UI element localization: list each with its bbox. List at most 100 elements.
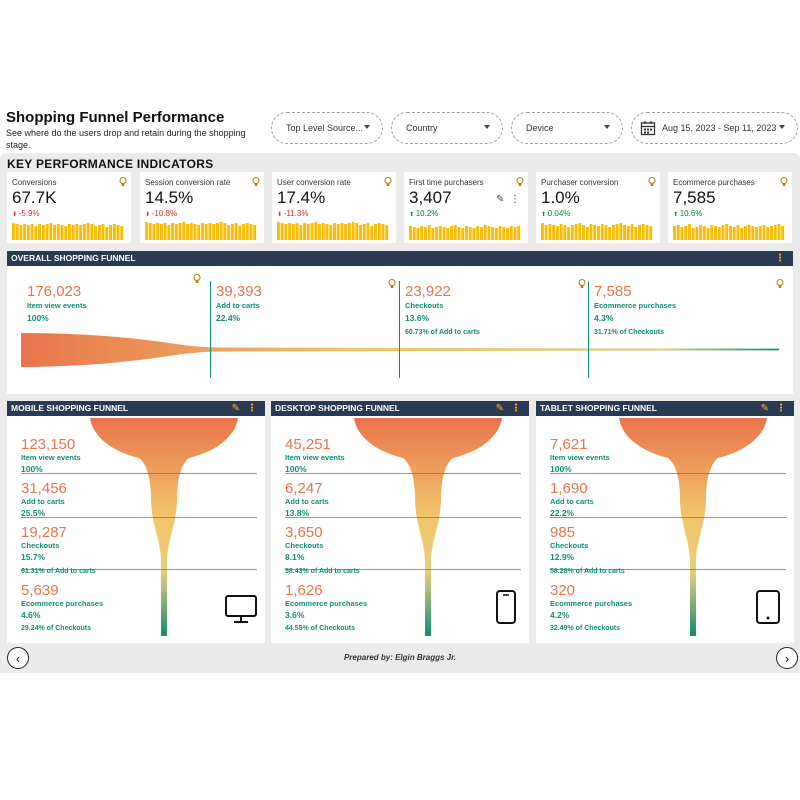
source-filter-dropdown[interactable]: Top Level Source... <box>271 112 383 144</box>
previous-page-button[interactable]: ‹ <box>7 647 29 669</box>
spark-bar <box>318 224 321 240</box>
report-header: Shopping Funnel Performance See where do… <box>0 105 800 155</box>
spark-bar <box>336 224 340 240</box>
spark-bar <box>468 227 472 240</box>
spark-bar <box>420 226 424 240</box>
spark-bar <box>491 227 495 240</box>
spark-bar <box>479 227 483 240</box>
spark-bar <box>604 225 608 240</box>
spark-bar <box>777 224 781 240</box>
stage-value: 176,023 <box>27 283 82 300</box>
device-stage: 123,150 Item view events 100% <box>21 436 81 474</box>
spark-bar <box>90 224 94 240</box>
chevron-down-icon <box>604 125 610 129</box>
lightbulb-icon[interactable] <box>388 279 396 289</box>
stage-value: 39,393 <box>216 283 262 300</box>
card-tools: ✎ ⋮ <box>496 194 520 205</box>
spark-bar <box>34 226 38 240</box>
stage-label: Checkouts <box>21 541 60 550</box>
lightbulb-icon[interactable] <box>578 279 586 289</box>
kpi-label: Conversions <box>12 178 57 187</box>
spark-bar <box>105 227 109 240</box>
spark-bar <box>355 223 359 240</box>
spark-bar <box>238 226 242 240</box>
device-funnel-header: DESKTOP SHOPPING FUNNEL ✎ ⋮ <box>271 401 529 416</box>
spark-bar <box>453 225 457 240</box>
trend-down-icon: ⬇ <box>145 212 152 218</box>
spark-bar <box>23 224 27 240</box>
spark-bar <box>431 228 435 240</box>
lightbulb-icon[interactable] <box>780 177 788 187</box>
lightbulb-icon[interactable] <box>516 177 524 187</box>
stage-value: 1,690 <box>550 480 588 497</box>
stage-conversion: 31.71% of Checkouts <box>594 329 665 336</box>
spark-bar <box>649 226 653 240</box>
spark-bar <box>19 225 23 240</box>
spark-bar <box>751 226 755 240</box>
kpi-value: 7,585 <box>673 188 716 207</box>
chevron-down-icon <box>364 125 370 129</box>
kpi-card: First time purchasers 3,407 ⬆ 10.2% ✎ ⋮ <box>404 172 528 243</box>
edit-pencil-icon[interactable]: ✎ <box>231 403 240 414</box>
stage-label: Checkouts <box>285 541 324 550</box>
more-options-icon[interactable]: ⋮ <box>775 253 785 264</box>
lightbulb-icon[interactable] <box>384 177 392 187</box>
spark-bar <box>377 223 381 240</box>
spark-bar <box>253 225 257 240</box>
device-funnel-shape <box>354 418 502 636</box>
more-options-icon[interactable]: ⋮ <box>510 194 520 205</box>
lightbulb-icon[interactable] <box>776 279 784 289</box>
spark-bar <box>630 224 634 240</box>
spark-bar <box>563 225 567 240</box>
spark-bar <box>589 224 593 240</box>
spark-bar <box>755 227 759 240</box>
spark-bar <box>638 225 641 240</box>
lightbulb-icon[interactable] <box>119 177 127 187</box>
spark-bar <box>56 224 60 240</box>
spark-bar <box>513 227 517 240</box>
next-page-button[interactable]: › <box>776 647 798 669</box>
prepared-by-text: Prepared by: Elgin Braggs Jr. <box>343 653 457 662</box>
spark-bar <box>340 223 344 240</box>
edit-pencil-icon[interactable]: ✎ <box>760 403 769 414</box>
spark-bar <box>548 224 552 240</box>
more-options-icon[interactable]: ⋮ <box>511 403 521 414</box>
device-stage: 6,247 Add to carts 13.8% <box>285 480 329 518</box>
spark-bar <box>359 225 363 240</box>
device-stage: 31,456 Add to carts 25.5% <box>21 480 67 518</box>
spark-bar <box>691 228 695 240</box>
spark-bar <box>249 224 253 240</box>
edit-pencil-icon[interactable]: ✎ <box>495 403 504 414</box>
trend-down-icon: ⬇ <box>277 212 284 218</box>
kpi-card: Conversions 67.7K ⬇ -5.9% <box>7 172 131 243</box>
spark-bar <box>498 226 502 240</box>
stage-label: Ecommerce purchases <box>594 301 677 310</box>
spark-bar <box>706 228 710 240</box>
lightbulb-icon[interactable] <box>252 177 260 187</box>
spark-bar <box>189 223 193 240</box>
stage-divider <box>285 569 521 570</box>
kpi-label: Purchaser conversion <box>541 178 619 187</box>
kpi-delta-value: -5.9% <box>18 209 40 218</box>
spark-bar <box>427 225 431 240</box>
more-options-icon[interactable]: ⋮ <box>247 403 257 414</box>
device-stage: 3,650 Checkouts 8.1% 58.43% of Add to carts <box>285 524 360 575</box>
kpi-sparkbar-chart <box>12 223 124 240</box>
kpi-value: 3,407 <box>409 188 452 207</box>
spark-bar <box>26 225 30 240</box>
spark-bar <box>725 224 729 240</box>
spark-bar <box>766 227 770 240</box>
spark-bar <box>219 222 223 240</box>
spark-bar <box>385 225 389 240</box>
lightbulb-icon[interactable] <box>193 274 201 284</box>
country-filter-dropdown[interactable]: Country <box>391 112 503 144</box>
date-range-picker[interactable]: Aug 15, 2023 - Sep 11, 2023 <box>631 112 798 144</box>
more-options-icon[interactable]: ⋮ <box>776 403 786 414</box>
edit-pencil-icon[interactable]: ✎ <box>496 194 505 205</box>
device-filter-dropdown[interactable]: Device <box>511 112 623 144</box>
spark-bar <box>597 226 600 240</box>
lightbulb-icon[interactable] <box>648 177 656 187</box>
kpi-label: Ecommerce purchases <box>673 178 755 187</box>
kpi-delta-value: 10.6% <box>679 209 703 218</box>
overall-stage: 39,393 Add to carts 22.4% <box>216 283 262 323</box>
